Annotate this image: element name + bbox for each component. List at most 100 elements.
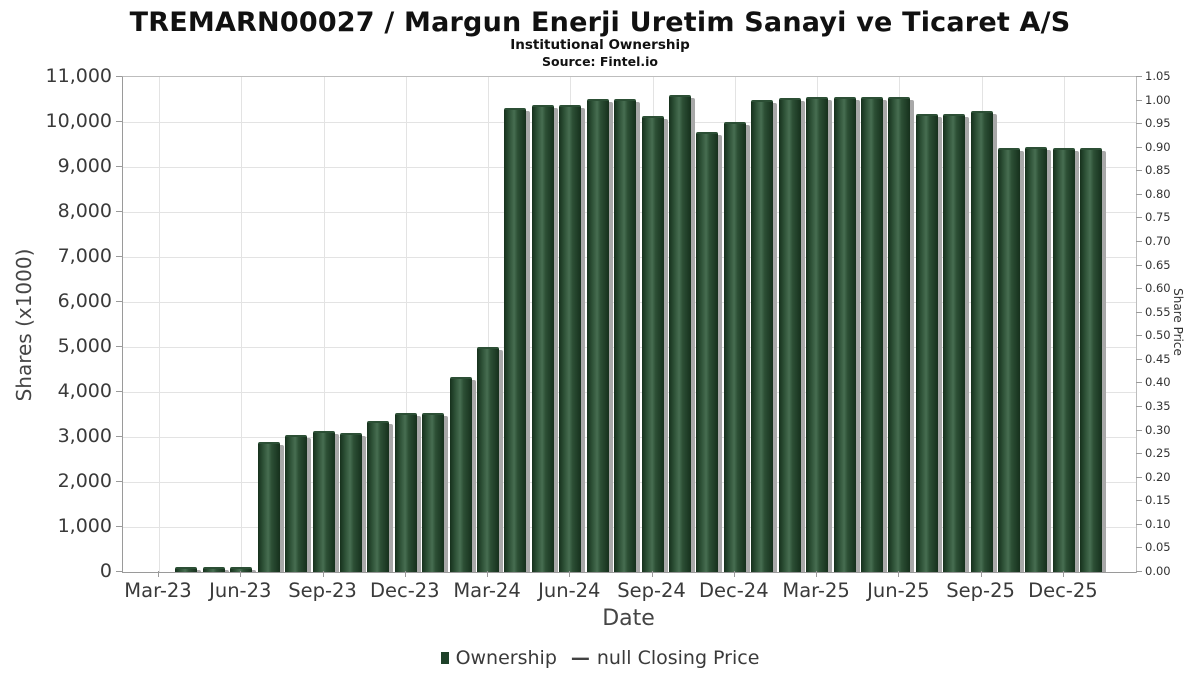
ownership-bar[interactable] [202, 567, 225, 572]
x-axis-tick-label: Jun-23 [209, 579, 272, 602]
left-axis-tick [116, 76, 122, 77]
x-axis-title: Date [602, 606, 655, 631]
ownership-bar[interactable] [394, 413, 417, 572]
right-axis-tick-label: 1.05 [1145, 69, 1171, 83]
right-axis-tick-label: 0.80 [1145, 186, 1171, 201]
legend-item-closing-price[interactable]: — null Closing Price [571, 647, 760, 669]
ownership-bar[interactable] [668, 95, 691, 572]
x-axis-tick [651, 571, 653, 577]
left-axis-tick-label: 1,000 [57, 515, 112, 537]
x-axis-tick [240, 571, 242, 577]
x-axis-tick [1062, 571, 1064, 577]
right-axis-tick-label: 0.10 [1145, 516, 1171, 531]
right-axis-tick-label: 1.00 [1145, 92, 1171, 107]
x-axis-tick [322, 571, 324, 577]
right-axis-tick-label: 0.60 [1145, 281, 1171, 296]
right-axis-tick [1136, 358, 1142, 360]
right-axis-tick [1136, 335, 1142, 337]
ownership-bar[interactable] [1052, 148, 1075, 572]
right-axis-tick-label: 0.35 [1145, 399, 1171, 413]
right-axis-tick-label: 0.00 [1145, 564, 1171, 578]
left-axis-tick [116, 571, 122, 572]
ownership-bar[interactable] [257, 442, 280, 572]
right-axis-tick [1136, 170, 1142, 172]
ownership-bar[interactable] [970, 111, 993, 572]
left-axis-tick [116, 121, 122, 122]
chart-subtitle: Institutional Ownership [510, 37, 690, 53]
right-axis-tick [1136, 406, 1142, 407]
right-axis-tick [1136, 547, 1142, 549]
right-axis-tick-label: 0.85 [1145, 163, 1171, 178]
ownership-bar[interactable] [833, 97, 856, 572]
left-axis-tick [116, 256, 122, 257]
x-axis-tick-label: Sep-23 [288, 579, 357, 602]
x-axis-tick-label: Mar-25 [782, 579, 850, 602]
ownership-bar[interactable] [367, 421, 390, 572]
left-axis-title: Shares (x1000) [12, 248, 36, 402]
ownership-bar[interactable] [339, 433, 362, 572]
ownership-bar[interactable] [586, 99, 609, 572]
ownership-bar[interactable] [915, 114, 938, 572]
right-axis-tick [1136, 99, 1142, 101]
left-axis-tick-label: 11,000 [45, 65, 112, 87]
plot-area [122, 76, 1137, 573]
right-axis-tick [1136, 523, 1142, 525]
ownership-bar[interactable] [531, 105, 554, 572]
right-axis-tick [1136, 241, 1142, 242]
ownership-bar[interactable] [449, 377, 472, 572]
ownership-bar[interactable] [888, 97, 911, 572]
left-axis-tick-label: 10,000 [45, 110, 112, 132]
chart-title: TREMARN00027 / Margun Enerji Uretim Sana… [129, 7, 1071, 38]
right-axis-tick-label: 0.15 [1145, 493, 1171, 508]
ownership-bar[interactable] [175, 567, 198, 572]
ownership-bar[interactable] [778, 98, 801, 572]
right-axis-tick [1136, 382, 1142, 384]
ownership-bar[interactable] [614, 99, 637, 572]
legend-item-ownership[interactable]: Ownership [440, 647, 557, 669]
x-axis-tick-label: Dec-25 [1028, 579, 1098, 602]
x-axis-tick-label: Dec-23 [369, 579, 440, 602]
ownership-bar[interactable] [751, 100, 774, 572]
ownership-bar[interactable] [285, 435, 308, 572]
right-axis-tick-label: 0.40 [1145, 375, 1171, 390]
x-axis-tick [404, 571, 406, 577]
x-axis-tick-label: Jun-24 [538, 579, 601, 602]
ownership-bar[interactable] [230, 567, 253, 572]
right-axis-tick-label: 0.05 [1145, 540, 1171, 555]
ownership-bar[interactable] [806, 97, 829, 572]
right-axis-tick [1136, 429, 1142, 431]
vertical-gridline [405, 77, 407, 572]
right-axis-tick [1136, 288, 1142, 290]
ownership-bar[interactable] [860, 97, 883, 572]
right-axis-tick-label: 0.55 [1145, 304, 1171, 319]
ownership-bar[interactable] [943, 114, 966, 572]
ownership-bar[interactable] [559, 105, 582, 572]
right-axis-tick [1136, 500, 1142, 502]
left-axis-tick-label: 4,000 [57, 380, 112, 402]
right-axis-tick [1136, 571, 1142, 572]
ownership-bar[interactable] [641, 116, 664, 572]
ownership-bar[interactable] [504, 108, 527, 572]
ownership-bar[interactable] [723, 122, 746, 572]
right-axis-tick-label: 0.65 [1145, 257, 1171, 272]
right-axis-tick [1136, 123, 1142, 125]
ownership-bar[interactable] [477, 347, 500, 572]
right-axis-tick-label: 0.70 [1145, 234, 1171, 248]
ownership-bar[interactable] [312, 431, 335, 572]
ownership-bar[interactable] [696, 132, 719, 572]
right-axis-tick [1136, 453, 1142, 455]
vertical-gridline [159, 77, 160, 572]
ownership-bar[interactable] [1080, 148, 1103, 572]
ownership-bar[interactable] [422, 413, 445, 572]
ownership-bar[interactable] [998, 148, 1021, 572]
left-axis-tick-label: 9,000 [57, 155, 112, 177]
left-axis-tick-label: 5,000 [57, 335, 112, 357]
left-axis-tick [116, 391, 122, 392]
left-axis-tick [116, 526, 122, 527]
ownership-bar[interactable] [1025, 147, 1048, 572]
right-axis-tick-label: 0.50 [1145, 328, 1171, 343]
x-axis-tick [980, 571, 982, 577]
left-axis-tick-label: 0 [99, 560, 112, 582]
right-axis-tick-label: 0.20 [1145, 469, 1171, 484]
price-line-marker-icon: — [570, 647, 590, 669]
